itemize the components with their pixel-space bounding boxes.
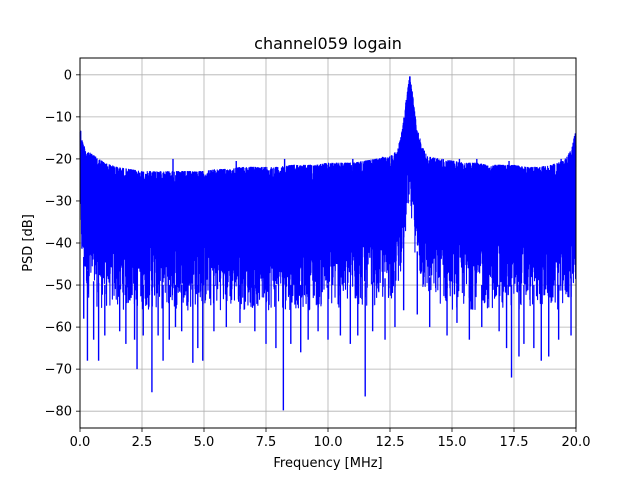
y-tick-label: −20 [45,152,72,167]
y-axis-ticks: 0 −10 −20 −30 −40 −50 −60 −70 −80 [45,68,80,420]
y-tick-label: 0 [64,68,72,83]
x-axis-label: Frequency [MHz] [273,456,382,471]
x-tick-label: 15.0 [438,435,467,450]
x-tick-label: 0.0 [70,435,91,450]
psd-trace [79,76,577,311]
psd-peak [400,78,420,156]
y-tick-label: −10 [45,110,72,125]
y-axis-label: PSD [dB] [21,214,36,272]
x-axis-ticks: 0.0 2.5 5.0 7.5 10.0 12.5 15.0 17.5 20.0 [70,428,591,450]
y-tick-label: −70 [45,363,72,378]
y-tick-label: −80 [45,405,72,420]
y-tick-label: −40 [45,237,72,252]
y-tick-label: −30 [45,194,72,209]
chart-title: channel059 logain [254,34,402,53]
y-tick-label: −60 [45,321,72,336]
x-tick-label: 5.0 [194,435,215,450]
data-layer [79,76,577,411]
x-tick-label: 20.0 [562,435,591,450]
y-tick-label: −50 [45,279,72,294]
x-tick-label: 10.0 [314,435,343,450]
x-tick-label: 17.5 [500,435,529,450]
x-tick-label: 2.5 [132,435,153,450]
x-tick-label: 7.5 [256,435,277,450]
x-tick-label: 12.5 [376,435,405,450]
